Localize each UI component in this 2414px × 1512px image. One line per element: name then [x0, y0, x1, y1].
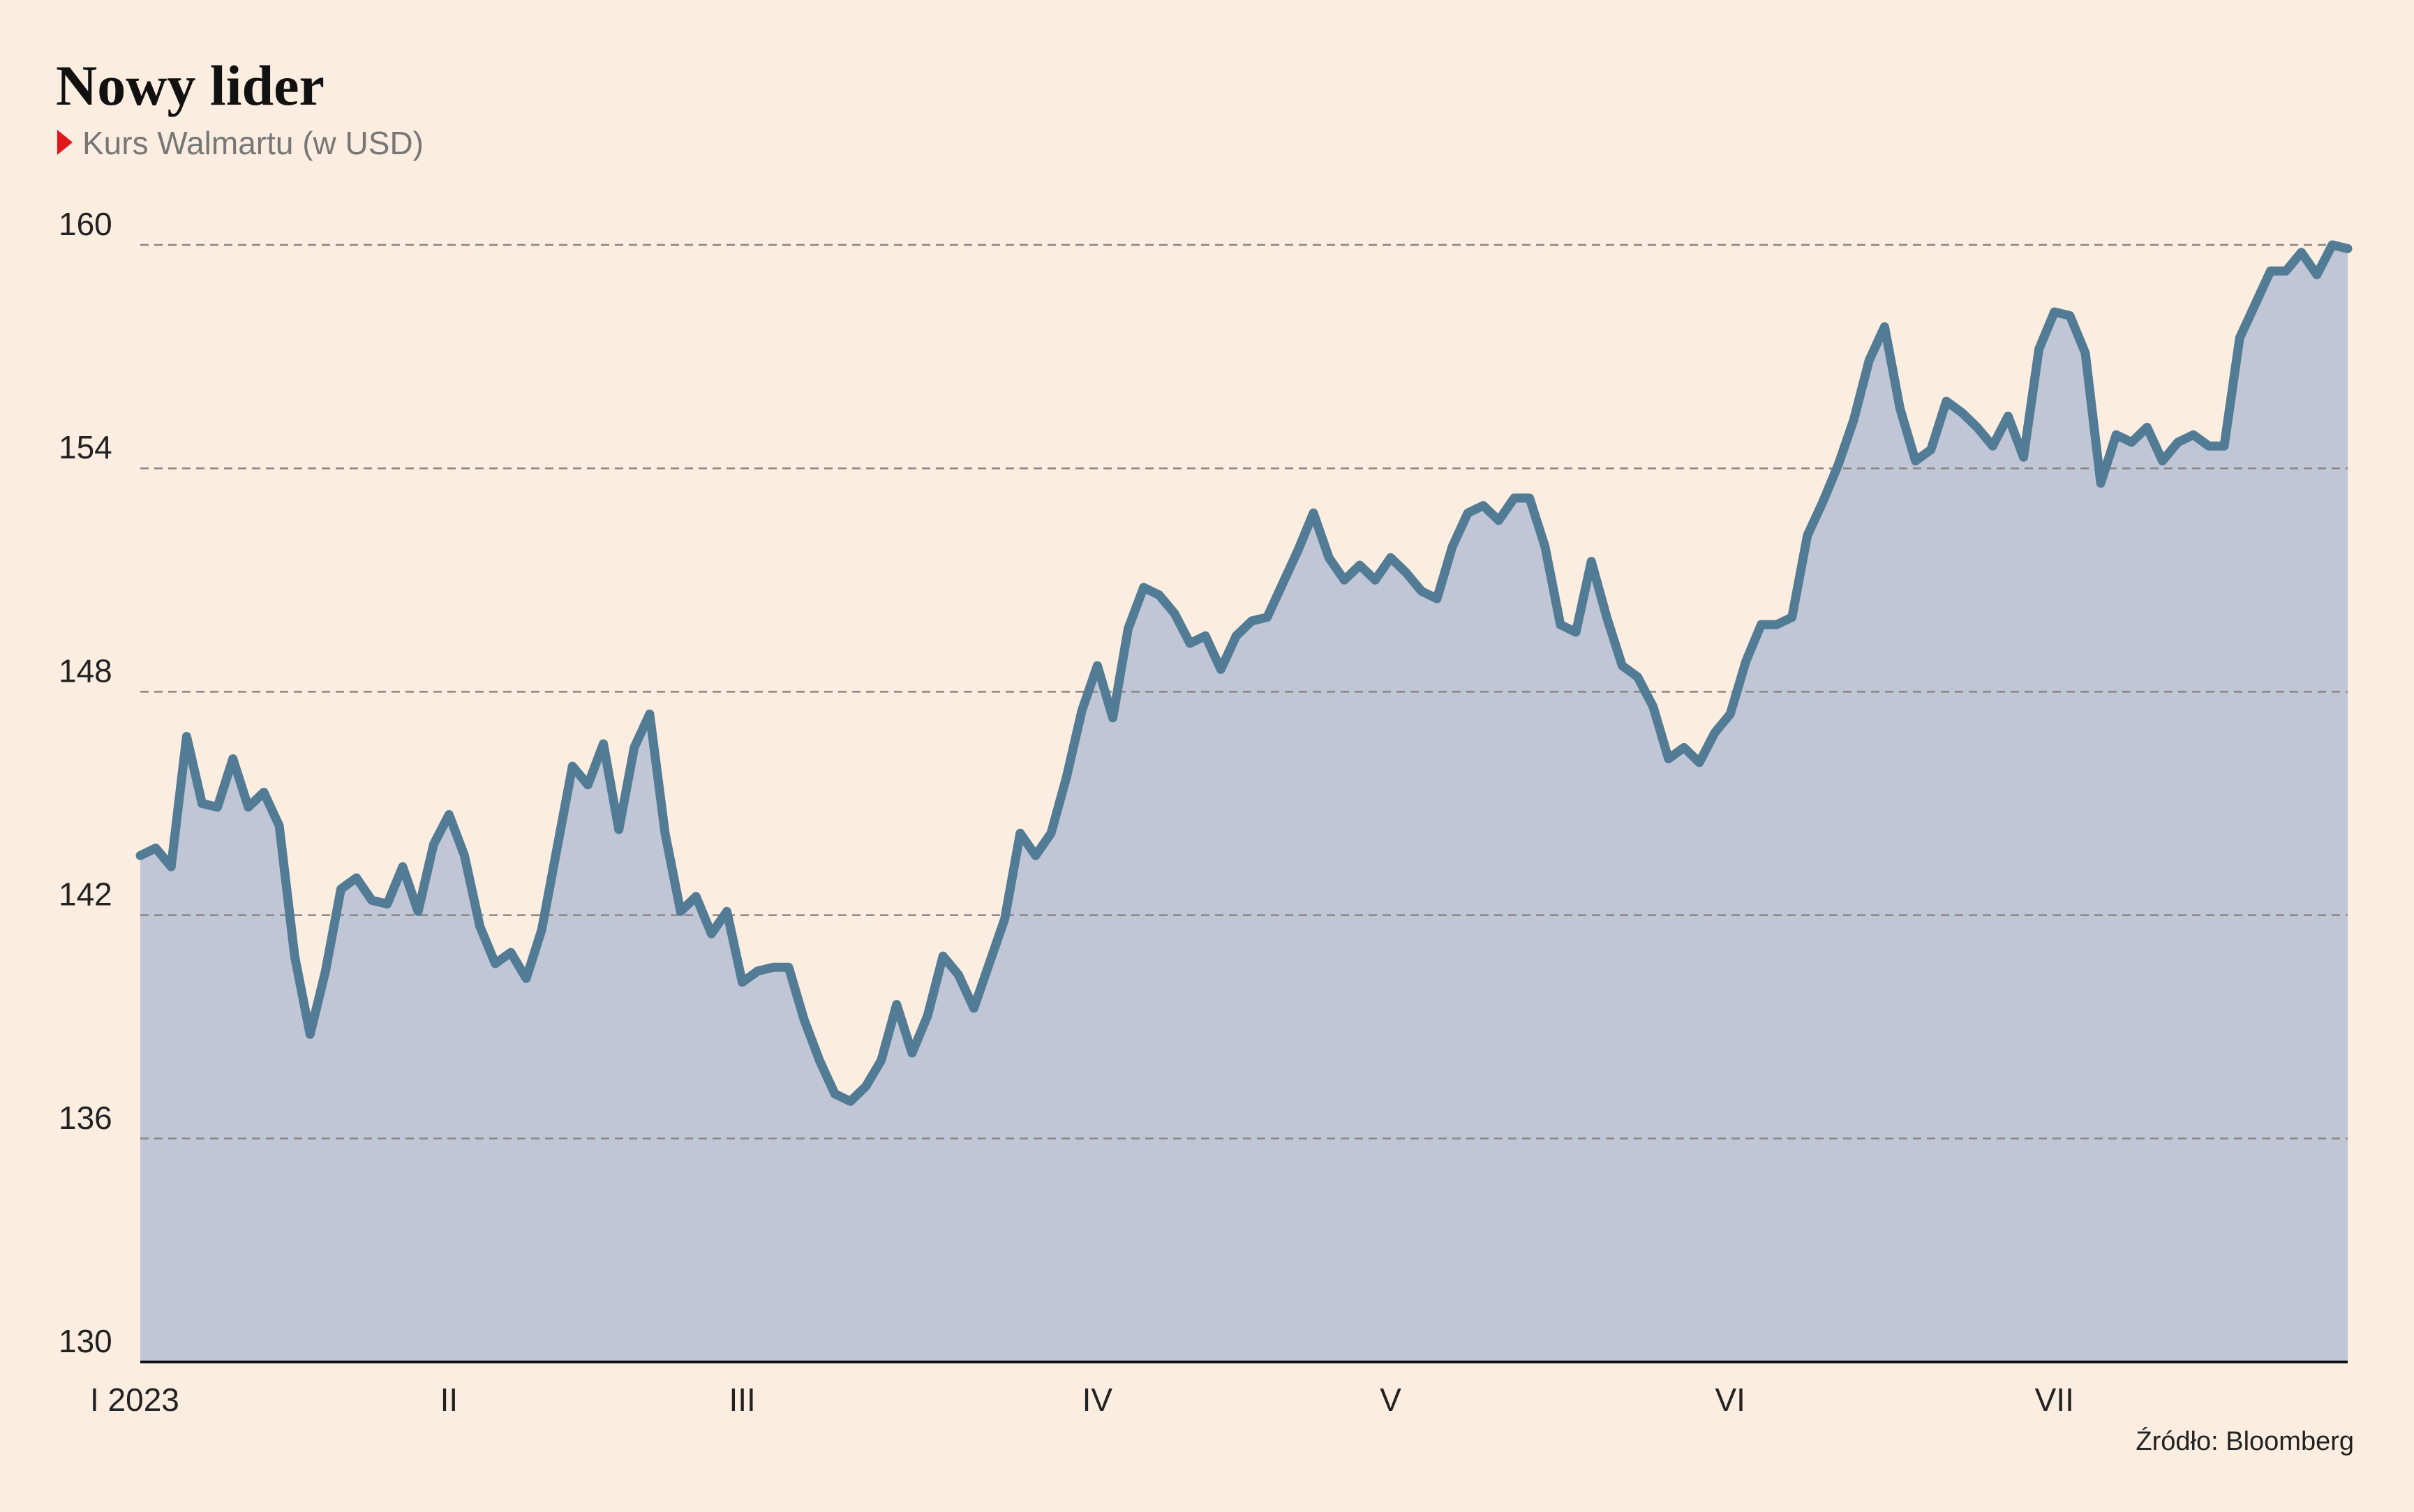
- chart-title: Nowy lider: [56, 54, 325, 117]
- x-tick-label: II: [440, 1382, 459, 1418]
- subtitle-marker: [57, 130, 73, 155]
- x-tick-label: V: [1380, 1382, 1401, 1418]
- x-tick-label: III: [729, 1382, 755, 1418]
- y-tick-label: 130: [59, 1323, 112, 1359]
- y-tick-label: 160: [59, 206, 112, 242]
- x-tick-label: VII: [2035, 1382, 2074, 1418]
- x-tick-label: VI: [1715, 1382, 1745, 1418]
- area: [140, 245, 2348, 1362]
- chart-subtitle: Kurs Walmartu (w USD): [82, 125, 424, 161]
- source: Źródło: Bloomberg: [2136, 1426, 2354, 1456]
- y-tick-label: 142: [59, 876, 112, 913]
- x-tick-label: IV: [1082, 1382, 1113, 1418]
- line: [135, 240, 2353, 1106]
- y-tick-label: 136: [59, 1100, 112, 1136]
- x-tick-label: I 2023: [90, 1382, 179, 1418]
- y-tick-label: 148: [59, 652, 112, 689]
- y-tick-label: 154: [59, 429, 112, 465]
